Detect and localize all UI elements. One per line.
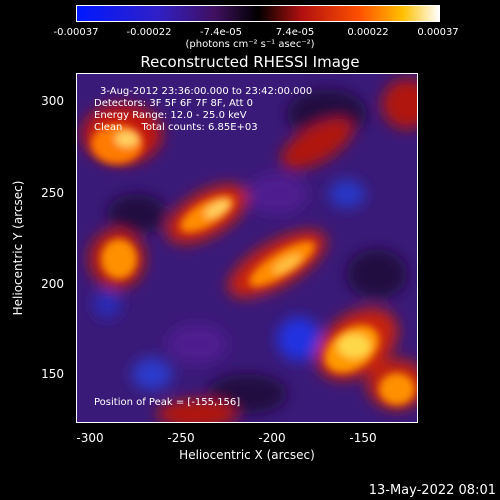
- colorbar-tick: -0.00037: [53, 27, 99, 38]
- y-tick-label: 200: [41, 277, 64, 291]
- energy-range-label: Energy Range: 12.0 - 25.0 keV: [94, 110, 247, 121]
- colorbar-units: (photons cm⁻² s⁻¹ asec⁻²): [185, 39, 315, 50]
- x-axis-label: Heliocentric X (arcsec): [179, 448, 315, 462]
- image-title: Reconstructed RHESSI Image: [140, 53, 360, 71]
- clean-counts-label: Clean Total counts: 6.85E+03: [94, 122, 258, 133]
- colorbar-tick: 0.00022: [347, 27, 389, 38]
- time-range-label: 3-Aug-2012 23:36:00.000 to 23:42:00.000: [100, 86, 313, 97]
- timestamp-footer: 13-May-2022 08:01: [368, 483, 496, 498]
- detectors-label: Detectors: 3F 5F 6F 7F 8F, Att 0: [94, 98, 254, 109]
- colorbar-tick: 7.4e-05: [275, 27, 315, 38]
- x-tick-label: -300: [76, 431, 104, 445]
- reconstructed-image: [76, 73, 418, 423]
- y-tick-label: 150: [41, 367, 64, 381]
- y-tick-label: 300: [41, 94, 64, 108]
- y-tick-label: 250: [41, 186, 64, 200]
- image-canvas: [77, 74, 417, 422]
- colorbar: [76, 5, 440, 22]
- colorbar-tick: -0.00022: [126, 27, 172, 38]
- x-tick-label: -200: [258, 431, 286, 445]
- colorbar-tick: -7.4e-05: [200, 27, 242, 38]
- colorbar-tick: 0.00037: [417, 27, 459, 38]
- y-axis-label: Heliocentric Y (arcsec): [11, 180, 25, 316]
- x-tick-label: -150: [349, 431, 377, 445]
- peak-position-label: Position of Peak = [-155,156]: [94, 397, 241, 408]
- x-tick-label: -250: [167, 431, 195, 445]
